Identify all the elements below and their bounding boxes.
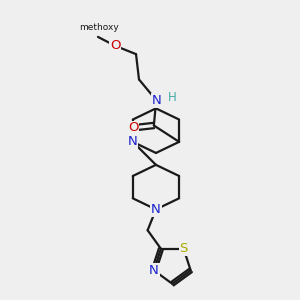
Text: N: N bbox=[151, 94, 161, 107]
Text: H: H bbox=[168, 91, 177, 104]
Text: S: S bbox=[179, 242, 188, 255]
Text: O: O bbox=[128, 122, 138, 134]
Text: N: N bbox=[149, 264, 159, 277]
Text: N: N bbox=[128, 135, 138, 148]
Text: N: N bbox=[151, 203, 161, 216]
Text: O: O bbox=[110, 39, 121, 52]
Text: methoxy: methoxy bbox=[80, 22, 119, 32]
